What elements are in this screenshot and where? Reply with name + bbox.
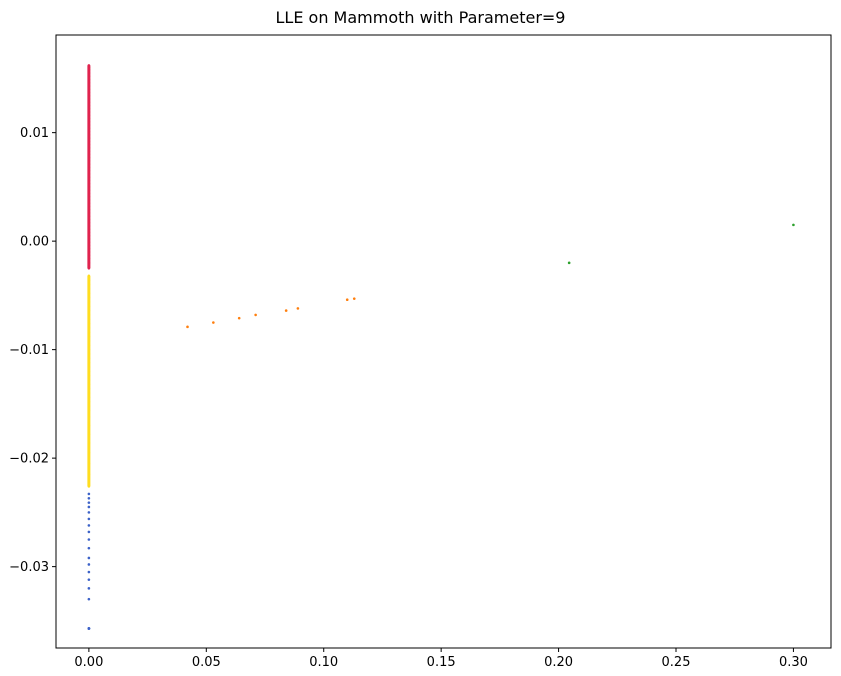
data-point — [87, 538, 91, 541]
data-point — [296, 307, 300, 310]
data-point — [87, 587, 91, 590]
x-tick-label: 0.25 — [662, 655, 691, 670]
data-points — [87, 64, 795, 630]
chart-title: LLE on Mammoth with Parameter=9 — [275, 8, 566, 27]
x-tick-label: 0.10 — [309, 655, 338, 670]
data-point — [87, 496, 91, 500]
data-point — [792, 223, 795, 227]
data-point — [284, 309, 288, 312]
data-point — [87, 570, 91, 574]
y-tick-label: −0.03 — [9, 560, 49, 575]
data-point — [87, 517, 91, 521]
data-point-band — [87, 65, 91, 269]
data-point — [87, 501, 91, 504]
y-tick-label: −0.02 — [9, 452, 49, 467]
data-point — [87, 511, 91, 514]
data-point — [345, 298, 349, 302]
data-point — [87, 530, 91, 534]
data-point — [186, 325, 189, 329]
data-point — [237, 316, 241, 320]
y-tick-label: 0.00 — [20, 235, 49, 250]
data-point — [87, 563, 91, 566]
x-tick-label: 0.05 — [192, 655, 221, 670]
plot-area-frame — [55, 34, 832, 649]
data-point — [87, 546, 91, 550]
x-axis: 0.00 0.05 0.10 0.15 0.20 0.25 0.30 — [74, 648, 808, 670]
data-point — [212, 321, 215, 324]
y-tick-label: −0.01 — [9, 343, 49, 358]
x-tick-label: 0.30 — [779, 655, 808, 670]
x-tick-label: 0.20 — [544, 655, 573, 670]
data-point — [567, 261, 571, 265]
data-point — [87, 492, 91, 496]
data-point — [87, 556, 91, 560]
data-point — [87, 524, 91, 527]
y-tick-label: 0.01 — [20, 126, 49, 141]
x-tick-label: 0.00 — [74, 655, 103, 670]
data-point — [254, 313, 257, 317]
x-tick-label: 0.15 — [427, 655, 456, 670]
data-point — [87, 505, 91, 509]
data-point — [87, 627, 91, 630]
data-point — [352, 297, 356, 300]
data-point — [87, 578, 91, 581]
data-point — [87, 597, 91, 601]
data-point-band — [87, 275, 91, 487]
y-axis: 0.01 0.00 −0.01 −0.02 −0.03 — [9, 126, 56, 575]
